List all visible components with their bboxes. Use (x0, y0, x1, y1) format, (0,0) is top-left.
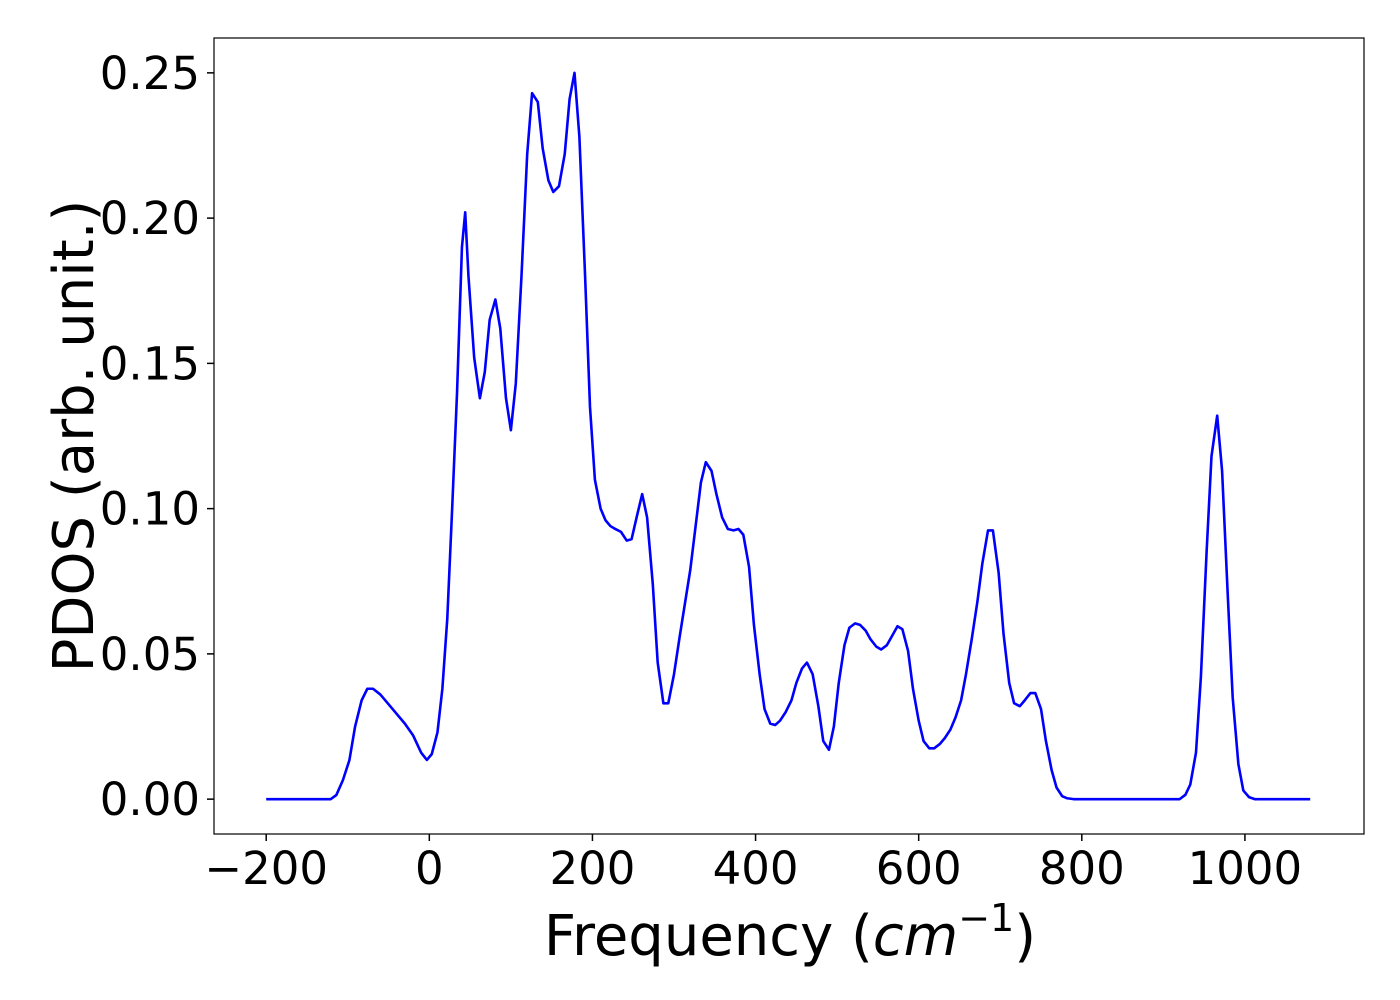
plot-frame (213, 37, 1365, 835)
y-tick-label: 0.05 (100, 628, 200, 681)
y-tick-label: 0.20 (100, 192, 200, 245)
x-tick-label: 200 (549, 842, 635, 895)
x-label-part: Frequency ( (544, 904, 873, 969)
x-label-part: ) (1014, 904, 1036, 969)
data-line (266, 71, 1311, 801)
x-tick-label: 1000 (1188, 842, 1303, 895)
x-label-part: cm (873, 904, 958, 969)
x-label-part: −1 (958, 896, 1014, 940)
x-tick-label: 400 (713, 842, 799, 895)
y-tick-label: 0.25 (100, 47, 200, 100)
x-tick-label: 800 (1039, 842, 1125, 895)
y-axis-label: PDOS (arb. unit.) (42, 200, 107, 673)
x-tick-label: −200 (204, 842, 328, 895)
y-tick-label: 0.10 (100, 483, 200, 536)
y-tick-label: 0.15 (100, 337, 200, 390)
x-axis-label: Frequency (cm−1) (544, 896, 1036, 969)
y-tick-label: 0.00 (100, 773, 200, 826)
x-tick-label: 0 (415, 842, 444, 895)
x-tick-label: 600 (876, 842, 962, 895)
